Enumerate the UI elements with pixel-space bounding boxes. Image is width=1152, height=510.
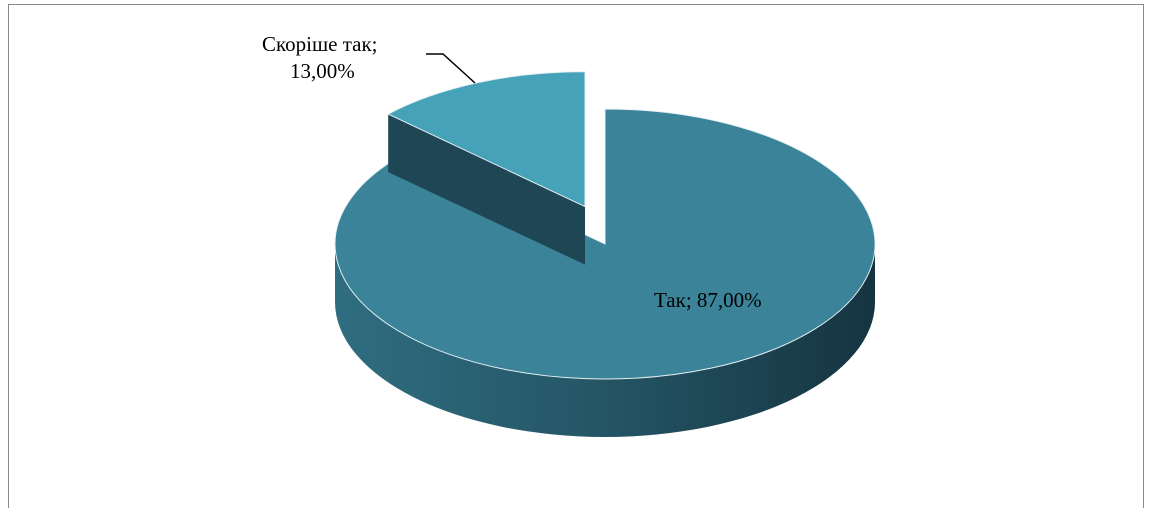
slice-tak-top xyxy=(334,108,876,380)
chart-frame xyxy=(8,4,1144,508)
slice-tak-side xyxy=(335,244,875,437)
slice-skorishe-tak-top xyxy=(387,71,586,208)
slice-skorishe-tak-wall-a xyxy=(388,114,585,265)
slice-skorishe-tak-label-line1: Скоріше так; xyxy=(262,32,378,56)
slice-skorishe-tak-leader-line xyxy=(426,53,476,84)
slice-tak-label: Так; 87,00% xyxy=(654,288,762,312)
slice-skorishe-tak-label-line2: 13,00% xyxy=(290,59,355,83)
